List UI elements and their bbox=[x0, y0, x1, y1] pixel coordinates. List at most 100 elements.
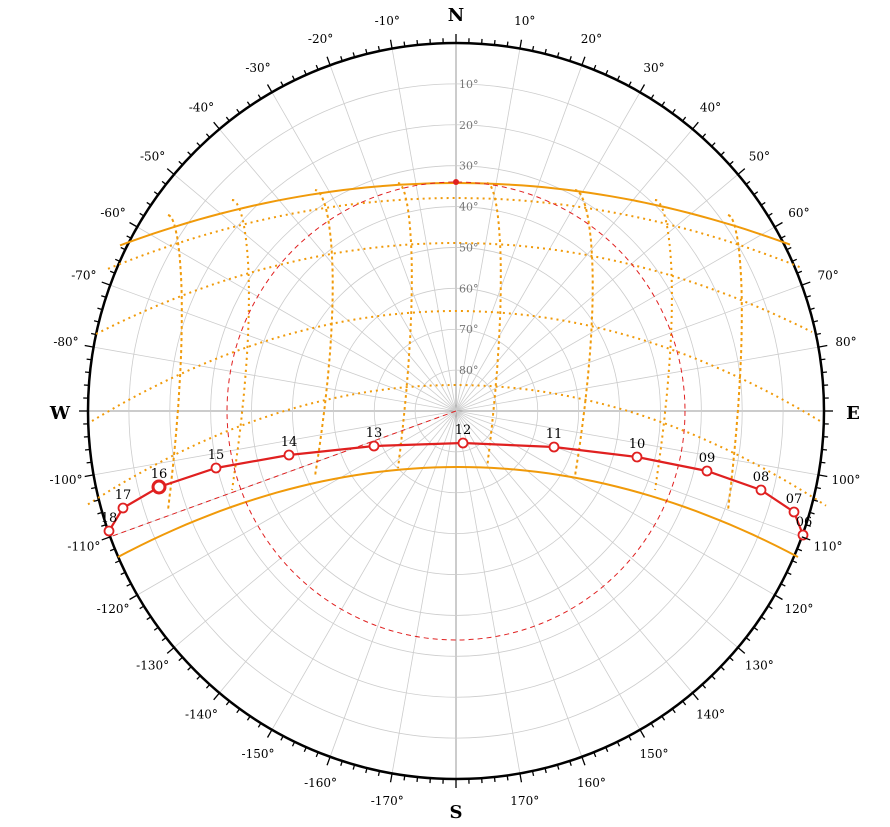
azimuth-tick bbox=[197, 143, 200, 147]
azimuth-tick bbox=[404, 775, 405, 780]
azimuth-label: 140° bbox=[696, 707, 725, 721]
azimuth-tick bbox=[818, 346, 827, 348]
azimuth-tick bbox=[520, 40, 522, 49]
azimuth-tick bbox=[712, 143, 715, 147]
azimuth-label: -80° bbox=[53, 335, 78, 349]
azimuth-tick bbox=[693, 122, 699, 129]
azimuth-tick bbox=[85, 372, 90, 373]
hour-marker-09 bbox=[703, 467, 712, 476]
azimuth-label: 160° bbox=[577, 776, 606, 790]
azimuth-label: -140° bbox=[185, 707, 218, 721]
hour-label-17: 17 bbox=[115, 488, 132, 503]
hour-marker-16 bbox=[153, 481, 165, 493]
azimuth-tick bbox=[268, 85, 273, 93]
azimuth-tick bbox=[167, 648, 174, 654]
hour-label-12: 12 bbox=[455, 423, 472, 438]
radial-gridline bbox=[392, 49, 456, 411]
azimuth-tick bbox=[802, 282, 810, 285]
hour-marker-11 bbox=[550, 443, 559, 452]
hour-analemma bbox=[398, 183, 412, 468]
hour-label-10: 10 bbox=[629, 437, 646, 452]
azimuth-tick bbox=[754, 627, 758, 630]
hour-label-09: 09 bbox=[699, 451, 716, 466]
altitude-label: 30° bbox=[459, 160, 479, 173]
azimuth-tick bbox=[147, 202, 151, 205]
azimuth-label: -170° bbox=[371, 794, 404, 808]
azimuth-label: -150° bbox=[242, 747, 275, 761]
azimuth-label: -100° bbox=[50, 473, 83, 487]
azimuth-tick bbox=[188, 152, 192, 155]
azimuth-tick bbox=[391, 40, 393, 49]
azimuth-label: -60° bbox=[100, 206, 125, 220]
azimuth-label: 40° bbox=[700, 101, 721, 115]
azimuth-tick bbox=[721, 152, 725, 155]
azimuth-tick bbox=[672, 109, 675, 113]
azimuth-tick bbox=[729, 657, 733, 660]
hour-label-18: 18 bbox=[101, 511, 118, 526]
azimuth-tick bbox=[712, 676, 715, 680]
azimuth-tick bbox=[640, 730, 645, 738]
north-label: N bbox=[448, 5, 464, 26]
hour-marker-12 bbox=[459, 439, 468, 448]
azimuth-tick bbox=[214, 693, 220, 700]
azimuth-tick bbox=[754, 192, 758, 195]
azimuth-tick bbox=[237, 109, 240, 113]
altitude-marker bbox=[453, 179, 459, 185]
azimuth-tick bbox=[102, 282, 110, 285]
azimuth-tick bbox=[520, 773, 522, 782]
altitude-label: 60° bbox=[459, 282, 479, 295]
azimuth-tick bbox=[85, 449, 90, 450]
azimuth-tick bbox=[206, 684, 209, 688]
altitude-label: 40° bbox=[459, 201, 479, 214]
hour-marker-08 bbox=[757, 486, 766, 495]
hour-marker-10 bbox=[633, 453, 642, 462]
azimuth-tick bbox=[206, 134, 209, 138]
winter-solstice-path bbox=[118, 467, 798, 557]
azimuth-tick bbox=[154, 192, 158, 195]
azimuth-tick bbox=[702, 134, 705, 138]
azimuth-tick bbox=[417, 40, 418, 45]
azimuth-tick bbox=[167, 169, 174, 175]
azimuth-label: -70° bbox=[71, 269, 96, 283]
azimuth-label: -50° bbox=[140, 149, 165, 163]
hour-label-07: 07 bbox=[786, 492, 803, 507]
west-label: W bbox=[49, 403, 71, 424]
hour-analemma bbox=[232, 200, 249, 490]
azimuth-tick bbox=[746, 181, 750, 184]
hour-analemma bbox=[575, 190, 593, 476]
hour-label-08: 08 bbox=[753, 470, 770, 485]
azimuth-tick bbox=[738, 648, 745, 654]
hour-marker-07 bbox=[790, 508, 799, 517]
azimuth-tick bbox=[640, 85, 645, 93]
azimuth-tick bbox=[85, 475, 94, 477]
hour-label-11: 11 bbox=[546, 427, 563, 442]
azimuth-tick bbox=[188, 667, 192, 670]
azimuth-label: -10° bbox=[375, 14, 400, 28]
hour-label-06: 06 bbox=[796, 515, 813, 530]
azimuth-label: -160° bbox=[304, 776, 337, 790]
altitude-label: 10° bbox=[459, 78, 479, 91]
altitude-label: 20° bbox=[459, 119, 479, 132]
summer-solstice-path bbox=[120, 183, 790, 245]
radial-gridline bbox=[456, 347, 818, 411]
azimuth-tick bbox=[672, 709, 675, 713]
azimuth-label: 130° bbox=[745, 659, 774, 673]
azimuth-tick bbox=[820, 462, 825, 463]
altitude-label: 80° bbox=[459, 364, 479, 377]
altitude-labels: 10°20°30°40°50°60°70°80° bbox=[459, 78, 479, 377]
azimuth-tick bbox=[818, 475, 827, 477]
hour-analemmas bbox=[88, 183, 826, 510]
radial-gridline bbox=[456, 49, 520, 411]
azimuth-label: 110° bbox=[814, 539, 843, 553]
azimuth-tick bbox=[775, 595, 783, 600]
azimuth-tick bbox=[702, 684, 705, 688]
azimuth-tick bbox=[87, 359, 92, 360]
radial-gridline bbox=[456, 411, 520, 773]
azimuth-label: 50° bbox=[749, 149, 770, 163]
radial-gridline bbox=[94, 347, 456, 411]
azimuth-tick bbox=[662, 716, 665, 720]
azimuth-tick bbox=[507, 42, 508, 47]
azimuth-tick bbox=[729, 161, 733, 164]
